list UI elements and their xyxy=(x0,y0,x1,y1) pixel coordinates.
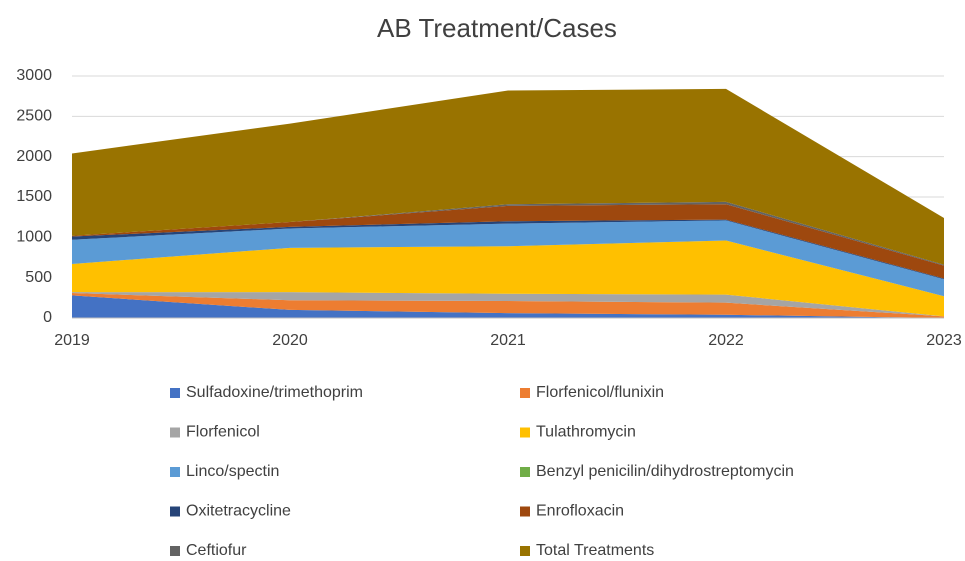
legend-swatch xyxy=(520,467,530,477)
legend-label: Florfenicol xyxy=(186,424,260,441)
y-tick-label: 2000 xyxy=(16,148,52,165)
y-tick-label: 3000 xyxy=(16,67,52,84)
legend-swatch xyxy=(520,546,530,556)
legend-swatch xyxy=(170,427,180,438)
area xyxy=(72,220,944,297)
chart-title: AB Treatment/Cases xyxy=(377,13,617,43)
legend-label: Sulfadoxine/trimethoprim xyxy=(186,384,363,401)
x-tick-label: 2019 xyxy=(54,332,90,349)
area xyxy=(72,240,944,317)
x-tick-label: 2020 xyxy=(272,332,308,349)
legend-swatch xyxy=(520,427,530,438)
legend-swatch xyxy=(170,467,180,477)
y-tick-label: 2500 xyxy=(16,108,52,125)
legend-label: Enrofloxacin xyxy=(536,503,624,520)
legend-swatch xyxy=(170,388,180,398)
legend-swatch xyxy=(520,388,530,398)
x-tick-label: 2021 xyxy=(490,332,526,349)
legend-label: Oxitetracycline xyxy=(186,503,291,520)
legend-label: Tulathromycin xyxy=(536,424,636,441)
x-tick-label: 2022 xyxy=(708,332,744,349)
area xyxy=(72,295,944,318)
area xyxy=(72,88,944,265)
legend-label: Ceftiofur xyxy=(186,542,247,559)
legend-swatch xyxy=(170,546,180,556)
y-tick-label: 1500 xyxy=(16,188,52,205)
y-tick-label: 0 xyxy=(43,309,52,326)
y-tick-label: 500 xyxy=(25,269,52,286)
legend-label: Benzyl penicilin/dihydrostreptomycin xyxy=(536,463,794,480)
legend-label: Florfenicol/flunixin xyxy=(536,384,664,401)
x-tick-label: 2023 xyxy=(926,332,962,349)
legend-swatch xyxy=(520,506,530,517)
area xyxy=(72,204,944,279)
area xyxy=(72,292,944,317)
area xyxy=(72,292,944,318)
legend-label: Linco/spectin xyxy=(186,463,279,480)
legend-label: Total Treatments xyxy=(536,542,654,559)
y-tick-label: 1000 xyxy=(16,229,52,246)
legend-swatch xyxy=(170,506,180,517)
